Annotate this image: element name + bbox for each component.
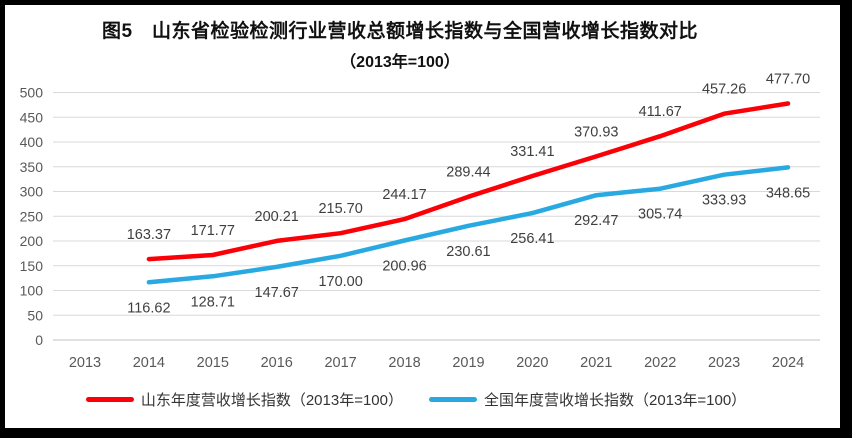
chart-subtitle: （2013年=100） [340, 54, 460, 71]
plot-area: 0 50 100 150 200 250 300 350 400 450 500 2013 2014 20… [20, 72, 820, 371]
legend-swatch-national-line [429, 397, 477, 402]
data-label: 477.70 [766, 72, 810, 88]
y-tick-label: 250 [20, 208, 44, 224]
legend-label-national: 全国年度营收增长指数（2013年=100） [484, 392, 747, 409]
y-tick-label: 150 [20, 258, 44, 274]
legend: 山东年度营收增长指数（2013年=100） 全国年度营收增长指数（2013年=1… [5, 389, 827, 410]
y-tick-label: 400 [20, 134, 44, 150]
data-label: 305.74 [638, 207, 682, 223]
data-label: 128.71 [191, 294, 235, 310]
legend-item-shandong: 山东年度营收增长指数（2013年=100） [85, 389, 403, 410]
data-label: 116.62 [127, 300, 170, 316]
x-tick-label: 2022 [644, 355, 676, 371]
x-tick-label: 2017 [324, 355, 356, 371]
series-line-shandong [146, 101, 791, 262]
x-tick-label: 2021 [580, 355, 612, 371]
y-tick-label: 100 [20, 283, 44, 299]
data-label: 333.93 [702, 193, 746, 209]
data-label: 230.61 [446, 244, 490, 260]
y-tick-label: 500 [20, 85, 44, 101]
data-label: 163.37 [127, 227, 171, 243]
data-label: 370.93 [574, 124, 618, 140]
data-label: 200.96 [382, 259, 426, 275]
data-label: 147.67 [255, 285, 299, 301]
chart-title: 图5 山东省检验检测行业营收总额增长指数与全国营收增长指数对比 [101, 21, 699, 42]
data-label: 171.77 [191, 223, 235, 239]
chart-header: 图5 山东省检验检测行业营收总额增长指数与全国营收增长指数对比 （2013年=1… [5, 16, 795, 72]
data-label: 256.41 [510, 231, 554, 247]
data-label: 411.67 [639, 104, 682, 120]
x-tick-label: 2016 [261, 355, 293, 371]
x-tick-label: 2024 [772, 355, 804, 371]
y-tick-label: 450 [20, 109, 44, 125]
y-tick-label: 350 [20, 159, 44, 175]
x-tick-label: 2018 [388, 355, 420, 371]
x-tick-label: 2020 [516, 355, 548, 371]
y-tick-label: 200 [20, 233, 44, 249]
x-tick-label: 2023 [708, 355, 740, 371]
x-tick-label: 2015 [197, 355, 229, 371]
data-label: 215.70 [318, 201, 362, 217]
series-line-national [146, 165, 791, 285]
data-label: 457.26 [702, 82, 746, 98]
legend-swatch-shandong-line [85, 397, 134, 402]
x-tick-label: 2019 [452, 355, 484, 371]
y-tick-label: 0 [35, 332, 43, 348]
y-tick-label: 50 [27, 307, 43, 323]
data-label: 170.00 [318, 274, 362, 290]
data-label: 331.41 [510, 144, 554, 160]
x-tick-label: 2013 [69, 355, 101, 371]
y-tick-label: 300 [20, 184, 44, 200]
data-label: 244.17 [382, 187, 426, 203]
chart-surface: 图5 山东省检验检测行业营收总额增长指数与全国营收增长指数对比 （2013年=1… [5, 5, 840, 428]
legend-label-shandong: 山东年度营收增长指数（2013年=100） [140, 392, 403, 409]
data-label: 289.44 [446, 165, 490, 181]
legend-item-national: 全国年度营收增长指数（2013年=100） [429, 389, 746, 410]
data-label: 348.65 [766, 185, 810, 201]
data-label: 200.21 [255, 209, 299, 225]
x-tick-label: 2014 [133, 355, 165, 371]
data-label: 292.47 [574, 213, 618, 229]
